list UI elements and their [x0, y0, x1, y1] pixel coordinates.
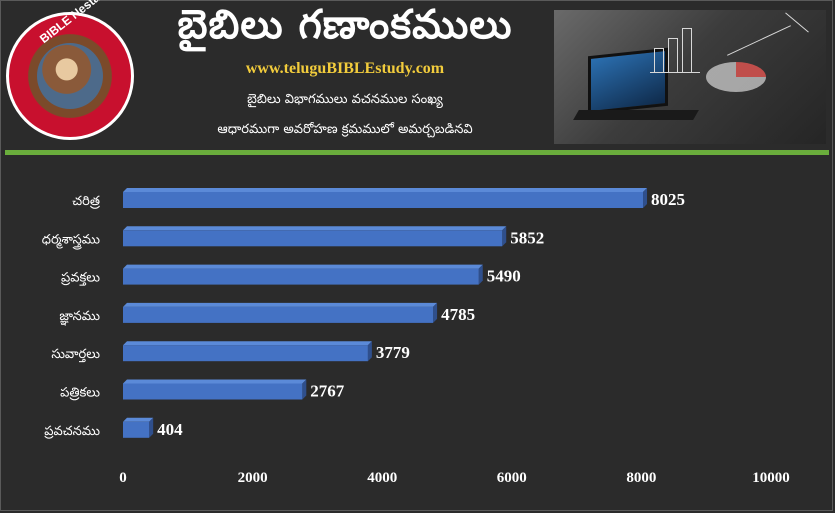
bar-3: [123, 264, 483, 285]
bar-top-face: [123, 417, 154, 422]
category-label: ధర్మశాస్త్రము: [42, 232, 101, 250]
header-divider: [5, 150, 829, 155]
bar-top-face: [123, 302, 438, 307]
bar-side-face: [367, 341, 372, 362]
subtitle-line-2: ఆధారముగా అవరోహణ క్రమములో అమర్చబడినవి: [217, 122, 473, 137]
x-tick-label: 8000: [626, 470, 656, 486]
x-tick-label: 10000: [752, 470, 790, 486]
bar-front-face: [123, 421, 150, 438]
value-label: 404: [157, 420, 183, 439]
bar-6: [123, 379, 307, 400]
x-axis-ticks: 0 2000 4000 6000 8000 10000: [119, 470, 790, 486]
page-title: బైబిలు గణాంకములు: [177, 2, 513, 48]
logo-text: BIBLE Nestam: [37, 0, 111, 47]
value-label: 4785: [441, 305, 475, 324]
category-labels: చరిత్ర ధర్మశాస్త్రము ప్రవక్తలు జ్ఞానము సువార…: [42, 194, 101, 439]
value-label: 2767: [310, 382, 345, 401]
bar-2: [123, 226, 507, 247]
value-label: 5852: [510, 228, 544, 247]
bar-7: [123, 417, 154, 438]
sketch-trend-icon: [727, 25, 791, 56]
bar-top-face: [123, 188, 648, 192]
value-labels: 8025 5852 5490 4785 3779 2767 404: [157, 190, 685, 439]
category-label: ప్రవక్తలు: [60, 271, 100, 287]
laptop-base-icon: [573, 110, 699, 120]
bar-top-face: [123, 341, 372, 346]
bar-side-face: [433, 302, 438, 323]
bar-top-face: [123, 226, 507, 231]
logo-picture: [37, 43, 103, 109]
bar-front-face: [123, 230, 503, 247]
value-label: 3779: [376, 343, 410, 362]
bar-top-face: [123, 264, 483, 269]
category-label: జ్ఞానము: [59, 309, 100, 326]
sketch-pie-icon: [706, 62, 766, 92]
x-tick-label: 2000: [238, 470, 268, 486]
bar-side-face: [643, 188, 648, 208]
bar-front-face: [123, 345, 368, 362]
bar-front-face: [123, 383, 303, 400]
bar-front-face: [123, 192, 644, 208]
bar-top-face: [123, 379, 307, 384]
bible-nestam-logo: BIBLE Nestam: [6, 0, 134, 140]
header: BIBLE Nestam బైబిలు గణాంకములు www.telugu…: [0, 0, 835, 150]
bar-side-face: [302, 379, 307, 400]
category-label: ప్రవచనము: [43, 424, 100, 439]
bar-1: [123, 188, 648, 208]
x-tick-label: 0: [119, 470, 127, 486]
value-label: 8025: [651, 190, 685, 209]
bar-side-face: [502, 226, 507, 247]
sketch-bar-icon: [668, 38, 678, 73]
bar-side-face: [149, 417, 154, 438]
x-tick-label: 6000: [497, 470, 527, 486]
bar-5: [123, 341, 372, 362]
value-label: 5490: [487, 267, 521, 286]
x-tick-label: 4000: [367, 470, 397, 486]
category-label: పత్రికలు: [60, 386, 100, 401]
bars-group: [123, 188, 648, 438]
sketch-bar-icon: [654, 48, 664, 73]
bar-4: [123, 302, 438, 323]
subtitle-line-1: బైబిలు విభాగములు వచనముల సంఖ్య: [247, 92, 443, 107]
laptop-chart-photo: [554, 10, 826, 144]
bar-front-face: [123, 268, 479, 285]
sketch-trend-icon: [785, 12, 809, 33]
bar-front-face: [123, 306, 434, 323]
bar-chart: చరిత్ర ధర్మశాస్త్రము ప్రవక్తలు జ్ఞానము సువార…: [42, 188, 790, 486]
bar-side-face: [478, 264, 483, 285]
sketch-axis-icon: [650, 72, 700, 73]
sketch-bar-icon: [682, 28, 692, 73]
category-label: సువార్తలు: [51, 347, 100, 363]
website-url[interactable]: www.teluguBIBLEstudy.com: [245, 60, 445, 77]
category-label: చరిత్ర: [72, 194, 100, 209]
